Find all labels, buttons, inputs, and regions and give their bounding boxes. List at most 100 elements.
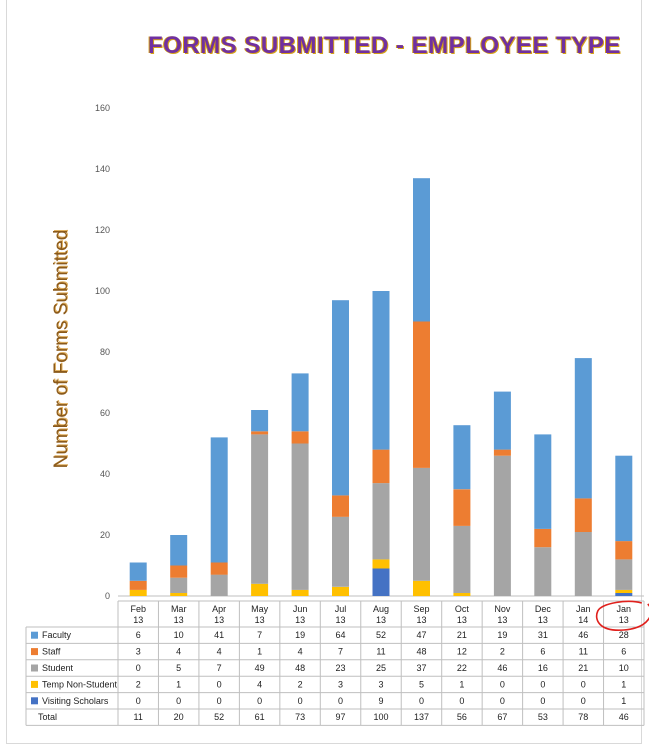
bar-segment (413, 580, 430, 597)
bar-segment (291, 443, 309, 590)
data-table-value: 2 (500, 647, 505, 657)
data-table-value: 1 (621, 679, 626, 689)
data-table-value: 0 (136, 696, 141, 706)
total-value: 137 (414, 712, 429, 722)
data-table-value: 0 (217, 679, 222, 689)
data-table-value: 52 (376, 630, 386, 640)
data-table-value: 22 (457, 663, 467, 673)
total-row-label: Total (38, 712, 57, 722)
data-table-value: 41 (214, 630, 224, 640)
data-table-value: 6 (136, 630, 141, 640)
x-tick-label: 14 (578, 615, 588, 625)
legend-swatch (31, 648, 38, 656)
x-tick-label: Jun (293, 604, 308, 614)
legend-entry: Staff (42, 647, 61, 657)
bar-segment (251, 410, 269, 432)
data-table-value: 0 (459, 696, 464, 706)
bar-segment (413, 467, 430, 581)
data-table-value: 5 (419, 679, 424, 689)
data-table-value: 16 (538, 663, 548, 673)
data-table-value: 10 (174, 630, 184, 640)
total-value: 78 (578, 712, 588, 722)
total-value: 52 (214, 712, 224, 722)
data-table-value: 0 (217, 696, 222, 706)
x-tick-label: 13 (295, 615, 305, 625)
data-table-value: 0 (540, 696, 545, 706)
y-tick-label: 140 (95, 164, 110, 174)
data-table-value: 48 (295, 663, 305, 673)
x-tick-label: Feb (130, 604, 146, 614)
bar-segment (574, 532, 592, 596)
x-tick-label: 13 (619, 615, 629, 625)
bar-segment (291, 431, 309, 444)
total-value: 73 (295, 712, 305, 722)
x-tick-label: Jan (617, 604, 632, 614)
x-tick-label: 13 (336, 615, 346, 625)
y-tick-label: 0 (105, 591, 110, 601)
bar-segment (453, 593, 471, 596)
bar-segment (453, 425, 471, 490)
x-tick-label: Dec (535, 604, 552, 614)
legend-swatch (31, 697, 38, 705)
x-tick-label: Aug (373, 604, 389, 614)
x-tick-label: 13 (538, 615, 548, 625)
data-table-value: 31 (538, 630, 548, 640)
data-table-value: 0 (419, 696, 424, 706)
total-value: 56 (457, 712, 467, 722)
data-table-value: 4 (176, 647, 181, 657)
y-tick-label: 20 (100, 530, 110, 540)
bar-segment (332, 516, 349, 587)
x-tick-label: 13 (376, 615, 386, 625)
legend-entry: Faculty (42, 630, 72, 640)
data-table-value: 7 (338, 647, 343, 657)
x-tick-label: Nov (494, 604, 511, 614)
data-table-value: 0 (298, 696, 303, 706)
bar-segment (413, 178, 430, 322)
total-value: 46 (619, 712, 629, 722)
x-tick-label: Apr (212, 604, 226, 614)
x-tick-label: Jan (576, 604, 591, 614)
bar-segment (534, 547, 552, 596)
data-table-value: 0 (176, 696, 181, 706)
x-tick-label: 13 (255, 615, 265, 625)
x-tick-label: 13 (416, 615, 426, 625)
x-tick-label: 13 (457, 615, 467, 625)
legend-entry: Temp Non-Student (42, 679, 118, 689)
x-tick-label: Sep (413, 604, 429, 614)
bar-segment (170, 577, 188, 593)
bar-segment (170, 565, 188, 578)
data-table-value: 2 (136, 679, 141, 689)
bar-segment (291, 373, 309, 432)
bar-segment (615, 455, 633, 542)
data-table-value: 11 (579, 647, 588, 657)
x-tick-label: Jul (335, 604, 347, 614)
data-table-value: 3 (136, 647, 141, 657)
y-tick-label: 80 (100, 347, 110, 357)
total-value: 67 (497, 712, 507, 722)
data-table-value: 6 (540, 647, 545, 657)
chart-frame (6, 0, 642, 744)
data-table-value: 25 (376, 663, 386, 673)
x-tick-label: 13 (497, 615, 507, 625)
x-tick-label: Oct (455, 604, 470, 614)
bar-segment (291, 589, 309, 596)
total-value: 53 (538, 712, 548, 722)
data-table-value: 0 (338, 696, 343, 706)
data-table-value: 46 (578, 630, 588, 640)
legend-swatch (31, 664, 38, 672)
bar-segment (251, 434, 269, 584)
x-tick-label: May (251, 604, 269, 614)
bar-segment (170, 593, 188, 596)
bar-segment (493, 391, 511, 450)
bar-segment (372, 559, 390, 569)
data-table-value: 0 (581, 679, 586, 689)
bar-segment (129, 562, 147, 581)
data-table-value: 1 (176, 679, 181, 689)
bar-segment (332, 495, 349, 517)
bar-segment (574, 498, 592, 532)
bar-segment (413, 321, 430, 468)
bar-segment (210, 562, 228, 575)
bar-segment (129, 589, 147, 596)
bar-segment (170, 535, 188, 566)
